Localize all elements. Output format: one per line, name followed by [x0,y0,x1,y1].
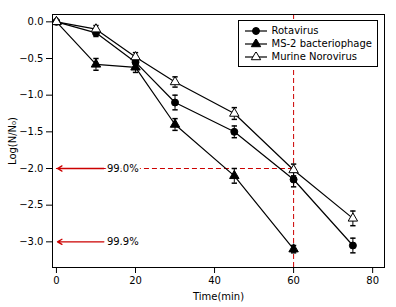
svg-text:40: 40 [208,275,221,286]
svg-text:80: 80 [366,275,379,286]
html-text:MS-2 bacteriophage: MS-2 bacteriophage [271,38,372,49]
svg-text:−2.0: −2.0 [19,163,43,174]
svg-text:99.9%: 99.9% [107,236,139,247]
svg-text:0.0: 0.0 [28,16,44,27]
html-text:Murine Norovirus: Murine Norovirus [271,51,357,62]
svg-text:−3.0: −3.0 [19,236,43,247]
svg-text:20: 20 [129,275,142,286]
svg-text:Log(N/N₀): Log(N/N₀) [7,117,18,165]
svg-text:Time(min): Time(min) [192,291,244,302]
svg-text:−1.5: −1.5 [19,126,43,137]
svg-text:−1.0: −1.0 [19,89,43,100]
svg-text:99.0%: 99.0% [107,163,139,174]
svg-text:−2.5: −2.5 [19,199,43,210]
html-text:Rotavirus: Rotavirus [271,25,319,36]
svg-text:−0.5: −0.5 [19,53,43,64]
svg-text:60: 60 [287,275,300,286]
svg-text:0: 0 [53,275,59,286]
